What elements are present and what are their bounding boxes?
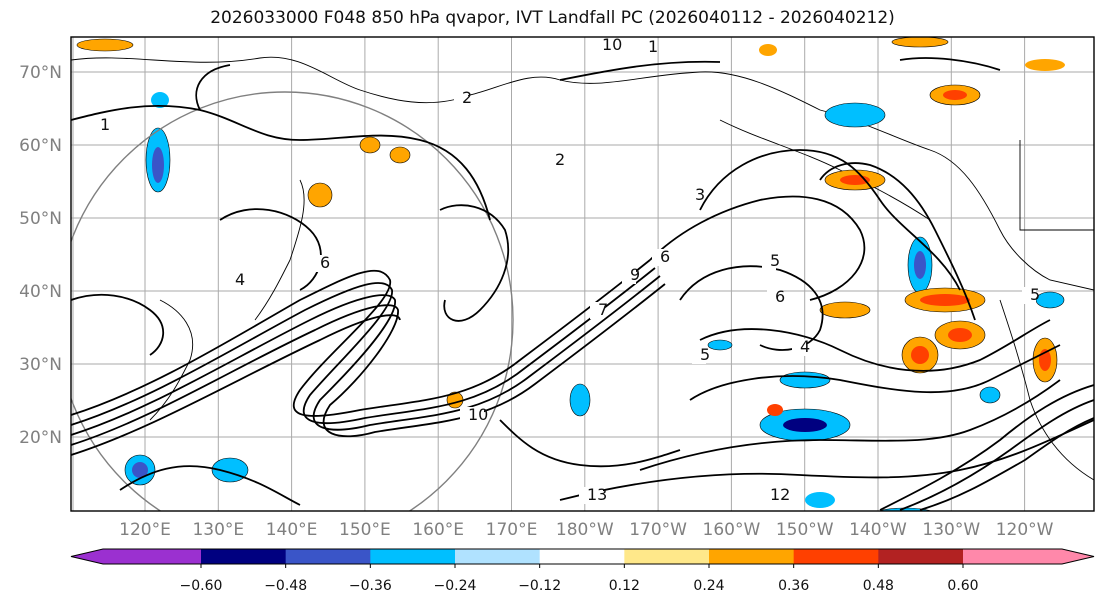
- colorbar-tick-label: −0.36: [349, 578, 392, 594]
- longitude-label: 150°E: [339, 520, 391, 540]
- contour-label: 13: [587, 485, 607, 504]
- longitude-label: 150°W: [776, 520, 834, 540]
- contour-label: 10: [602, 35, 622, 54]
- contour-label: 4: [235, 270, 245, 289]
- colorbar: −0.60 −0.48 −0.36 −0.24 −0.12 0.12 0.24 0.36 0.4…: [70, 548, 1095, 594]
- contour-label: 1: [100, 115, 110, 134]
- colorbar-over-extension: [963, 549, 1094, 564]
- longitude-labels: 120°E 130°E 140°E 150°E 160°E 170°E 180°W 170°W…: [119, 520, 1054, 540]
- latitude-label: 50°N: [19, 209, 62, 229]
- coastlines: [71, 56, 1094, 481]
- contour-label: 6: [320, 253, 330, 272]
- longitude-label: 170°E: [486, 520, 538, 540]
- colorbar-bin: [624, 549, 710, 564]
- colorbar-bin: [709, 549, 795, 564]
- longitude-label: 170°W: [629, 520, 687, 540]
- colorbar-tick-label: −0.12: [518, 578, 561, 594]
- map-frame: [70, 36, 1095, 512]
- longitude-label: 130°E: [192, 520, 244, 540]
- colorbar-under-extension: [71, 549, 201, 564]
- colorbar-tick-label: 0.36: [778, 578, 809, 594]
- contour-label: 5: [700, 345, 710, 364]
- colorbar-tick-label: 0.12: [609, 578, 640, 594]
- longitude-label: 140°E: [266, 520, 318, 540]
- latitude-label: 60°N: [19, 136, 62, 156]
- contour-label: 4: [800, 337, 810, 356]
- map-background: [71, 37, 1094, 511]
- colorbar-tick-label: −0.24: [434, 578, 477, 594]
- ivt-contours: [71, 57, 1094, 511]
- latitude-label: 30°N: [19, 355, 62, 375]
- colorbar-bin: [793, 549, 879, 564]
- contour-label: 2: [555, 150, 565, 169]
- contour-label: 6: [775, 287, 785, 306]
- colorbar-tick-label: 0.48: [863, 578, 894, 594]
- colorbar-bin: [201, 549, 287, 564]
- colorbar-tick-label: 0.24: [693, 578, 724, 594]
- longitude-label: 120°W: [996, 520, 1054, 540]
- contour-label: 1: [648, 37, 658, 56]
- colorbar-bin: [285, 549, 371, 564]
- colorbar-tick-label: −0.60: [180, 578, 223, 594]
- landfall-region-circle: [71, 91, 514, 511]
- longitude-label: 180°W: [556, 520, 614, 540]
- latitude-labels: 70°N 60°N 50°N 40°N 30°N 20°N: [19, 63, 62, 448]
- colorbar-bin: [370, 549, 456, 564]
- contour-label: 10: [468, 405, 488, 424]
- colorbar-tick-label: −0.48: [264, 578, 307, 594]
- contour-label: 9: [630, 265, 640, 284]
- contour-label: 12: [770, 485, 790, 504]
- contour-label: 5: [1030, 285, 1040, 304]
- longitude-label: 160°E: [412, 520, 464, 540]
- map-title: 2026033000 F048 850 hPa qvapor, IVT Land…: [210, 8, 895, 28]
- contour-label: 6: [660, 247, 670, 266]
- contour-label: 7: [598, 300, 608, 319]
- colorbar-bin: [455, 549, 541, 564]
- colorbar-tick-label: 0.60: [947, 578, 978, 594]
- latitude-label: 40°N: [19, 282, 62, 302]
- contour-label: 2: [462, 88, 472, 107]
- longitude-label: 140°W: [849, 520, 907, 540]
- colorbar-bin: [878, 549, 964, 564]
- longitude-label: 120°E: [119, 520, 171, 540]
- colorbar-outline: [70, 548, 1095, 565]
- shaded-anomalies: [76, 37, 1065, 511]
- colorbar-bin: [539, 549, 625, 564]
- longitude-label: 130°W: [922, 520, 980, 540]
- longitude-label: 160°W: [703, 520, 761, 540]
- latitude-label: 20°N: [19, 428, 62, 448]
- contour-label: 3: [695, 185, 705, 204]
- contour-label: 5: [770, 251, 780, 270]
- latitude-label: 70°N: [19, 63, 62, 83]
